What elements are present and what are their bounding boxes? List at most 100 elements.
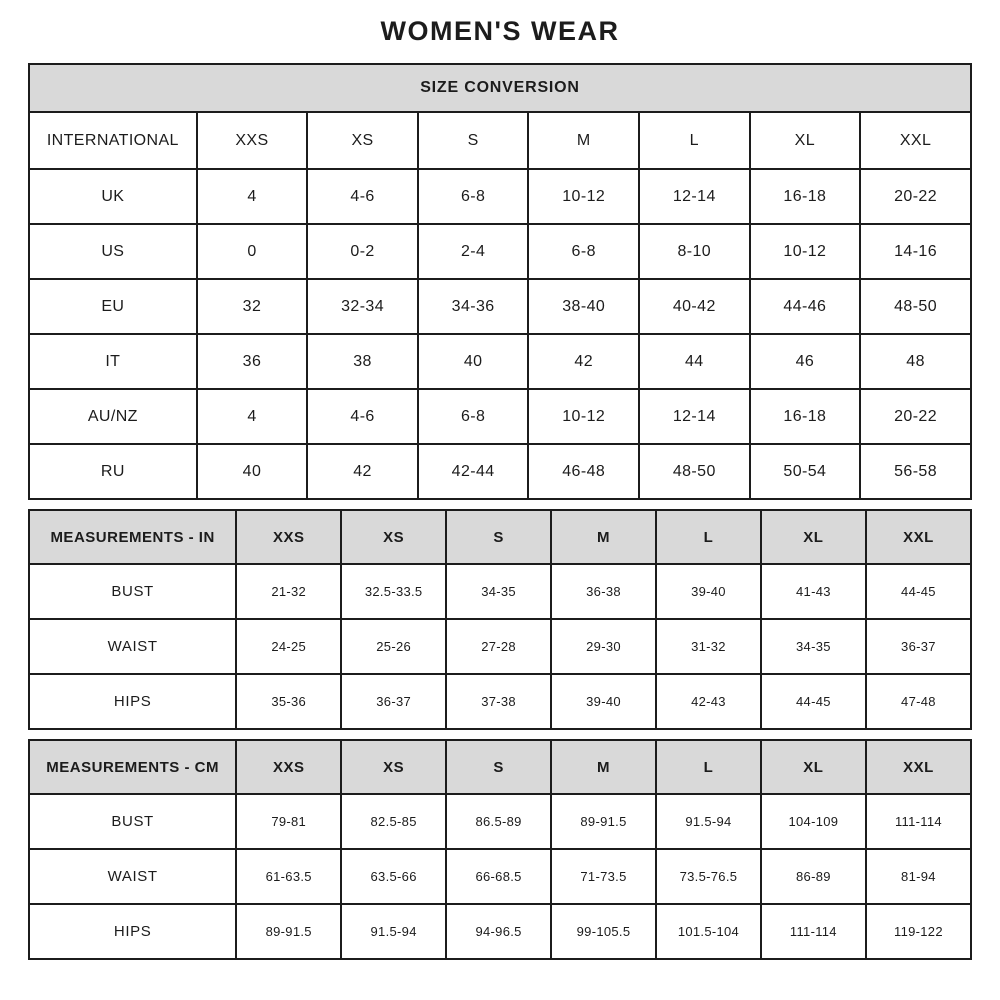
column-header-xs: XS bbox=[306, 111, 419, 170]
cell: 4 bbox=[195, 388, 309, 445]
cell: 47-48 bbox=[864, 673, 973, 730]
cell: 32-34 bbox=[306, 278, 419, 335]
cell: 42 bbox=[527, 333, 640, 390]
row-label-aunz: AU/NZ bbox=[28, 388, 198, 445]
cell: 10-12 bbox=[527, 168, 640, 225]
size-header-m: M bbox=[550, 739, 657, 795]
cell: 12-14 bbox=[638, 168, 751, 225]
size-conversion-banner: SIZE CONVERSION bbox=[28, 63, 972, 113]
size-conversion-column-header-row: INTERNATIONAL XXS XS S M L XL XXL bbox=[28, 111, 972, 170]
table-row-ru: RU 40 42 42-44 46-48 48-50 50-54 56-58 bbox=[28, 443, 972, 500]
size-conversion-banner-row: SIZE CONVERSION bbox=[28, 63, 972, 113]
cell: 31-32 bbox=[654, 618, 762, 675]
table-row-eu: EU 32 32-34 34-36 38-40 40-42 44-46 48-5… bbox=[28, 278, 972, 335]
cell: 41-43 bbox=[759, 563, 867, 620]
cell: 91.5-94 bbox=[340, 903, 448, 960]
cell: 42 bbox=[306, 443, 419, 500]
cell: 37-38 bbox=[445, 673, 553, 730]
cell: 6-8 bbox=[527, 223, 640, 280]
table-row-hips-in: HIPS 35-36 36-37 37-38 39-40 42-43 44-45… bbox=[27, 673, 973, 730]
size-header-xxl: XXL bbox=[864, 739, 973, 795]
size-chart-page: WOMEN'S WEAR SIZE CONVERSION INTERNATION… bbox=[27, 16, 973, 960]
size-header-xxs: XXS bbox=[235, 509, 343, 565]
cell: 20-22 bbox=[859, 168, 972, 225]
size-conversion-table: SIZE CONVERSION INTERNATIONAL XXS XS S M… bbox=[28, 63, 972, 500]
cell: 44-45 bbox=[864, 563, 973, 620]
row-label-bust: BUST bbox=[27, 793, 238, 850]
cell: 63.5-66 bbox=[340, 848, 448, 905]
cell: 4-6 bbox=[306, 168, 419, 225]
size-header-xl: XL bbox=[759, 739, 867, 795]
cell: 20-22 bbox=[859, 388, 972, 445]
cell: 40-42 bbox=[638, 278, 751, 335]
size-header-s: S bbox=[445, 509, 553, 565]
cell: 21-32 bbox=[235, 563, 343, 620]
row-label-uk: UK bbox=[28, 168, 198, 225]
cell: 16-18 bbox=[748, 388, 862, 445]
cell: 36-38 bbox=[550, 563, 657, 620]
cell: 44-46 bbox=[748, 278, 862, 335]
cell: 10-12 bbox=[527, 388, 640, 445]
cell: 0 bbox=[195, 223, 309, 280]
size-header-xs: XS bbox=[340, 739, 448, 795]
cell: 48-50 bbox=[859, 278, 972, 335]
cell: 89-91.5 bbox=[235, 903, 343, 960]
cell: 8-10 bbox=[638, 223, 751, 280]
cell: 10-12 bbox=[748, 223, 862, 280]
cell: 35-36 bbox=[235, 673, 343, 730]
cell: 14-16 bbox=[859, 223, 972, 280]
table-row-aunz: AU/NZ 4 4-6 6-8 10-12 12-14 16-18 20-22 bbox=[28, 388, 972, 445]
row-label-hips: HIPS bbox=[27, 903, 238, 960]
cell: 0-2 bbox=[306, 223, 419, 280]
cell: 29-30 bbox=[550, 618, 657, 675]
cell: 36-37 bbox=[864, 618, 973, 675]
column-header-m: M bbox=[527, 111, 640, 170]
cell: 50-54 bbox=[748, 443, 862, 500]
row-label-waist: WAIST bbox=[27, 848, 238, 905]
table-row-waist-in: WAIST 24-25 25-26 27-28 29-30 31-32 34-3… bbox=[27, 618, 973, 675]
column-header-international: INTERNATIONAL bbox=[28, 111, 198, 170]
cell: 2-4 bbox=[416, 223, 530, 280]
row-label-bust: BUST bbox=[27, 563, 238, 620]
cell: 79-81 bbox=[235, 793, 343, 850]
cell: 36-37 bbox=[340, 673, 448, 730]
measurements-cm-header-row: MEASUREMENTS - CM XXS XS S M L XL XXL bbox=[27, 739, 973, 795]
cell: 32 bbox=[195, 278, 309, 335]
row-label-ru: RU bbox=[28, 443, 198, 500]
cell: 40 bbox=[195, 443, 309, 500]
column-header-s: S bbox=[416, 111, 530, 170]
size-header-l: L bbox=[654, 739, 762, 795]
cell: 56-58 bbox=[859, 443, 972, 500]
cell: 39-40 bbox=[550, 673, 657, 730]
cell: 4-6 bbox=[306, 388, 419, 445]
cell: 104-109 bbox=[759, 793, 867, 850]
cell: 111-114 bbox=[759, 903, 867, 960]
size-header-m: M bbox=[550, 509, 657, 565]
cell: 71-73.5 bbox=[550, 848, 657, 905]
cell: 40 bbox=[416, 333, 530, 390]
size-header-xs: XS bbox=[340, 509, 448, 565]
cell: 32.5-33.5 bbox=[340, 563, 448, 620]
cell: 101.5-104 bbox=[654, 903, 762, 960]
column-header-xxs: XXS bbox=[195, 111, 309, 170]
size-header-l: L bbox=[654, 509, 762, 565]
cell: 36 bbox=[195, 333, 309, 390]
measurements-in-header-row: MEASUREMENTS - IN XXS XS S M L XL XXL bbox=[27, 509, 973, 565]
cell: 12-14 bbox=[638, 388, 751, 445]
cell: 46-48 bbox=[527, 443, 640, 500]
cell: 48 bbox=[859, 333, 972, 390]
cell: 73.5-76.5 bbox=[654, 848, 762, 905]
cell: 39-40 bbox=[654, 563, 762, 620]
cell: 42-43 bbox=[654, 673, 762, 730]
cell: 89-91.5 bbox=[550, 793, 657, 850]
cell: 44 bbox=[638, 333, 751, 390]
cell: 94-96.5 bbox=[445, 903, 553, 960]
measurements-cm-header: MEASUREMENTS - CM bbox=[27, 739, 238, 795]
table-row-us: US 0 0-2 2-4 6-8 8-10 10-12 14-16 bbox=[28, 223, 972, 280]
cell: 34-35 bbox=[759, 618, 867, 675]
cell: 38-40 bbox=[527, 278, 640, 335]
size-header-xxs: XXS bbox=[235, 739, 343, 795]
cell: 91.5-94 bbox=[654, 793, 762, 850]
cell: 4 bbox=[195, 168, 309, 225]
table-row-hips-cm: HIPS 89-91.5 91.5-94 94-96.5 99-105.5 10… bbox=[27, 903, 973, 960]
